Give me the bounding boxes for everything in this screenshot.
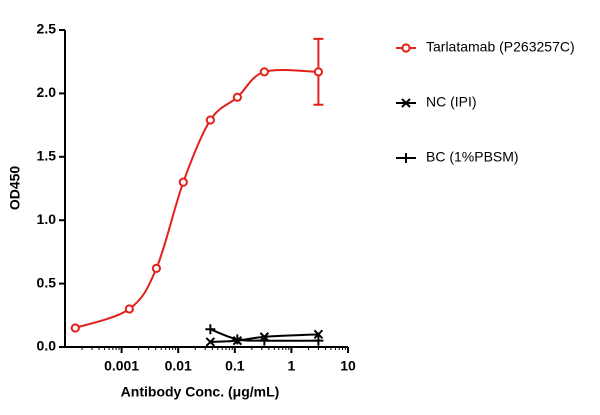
y-tick-label: 1.5: [37, 148, 57, 164]
fit-curve: [210, 333, 319, 343]
data-point: [70, 323, 80, 333]
y-axis-label: OD450: [7, 166, 23, 211]
data-point: [232, 92, 242, 102]
y-tick-label: 0.5: [37, 274, 57, 290]
y-tick-label: 1.0: [37, 211, 57, 227]
data-point: [205, 115, 215, 125]
data-point: [151, 263, 162, 273]
data-point: [205, 337, 216, 347]
x-tick-label: 1: [288, 358, 296, 374]
data-point: [178, 177, 188, 187]
x-axis-label: Antibody Conc. (μg/mL): [121, 384, 280, 400]
data-point: [259, 335, 270, 346]
data-point: [259, 67, 269, 77]
data-point: [232, 334, 243, 345]
data-point: [124, 304, 134, 314]
y-tick-label: 2.5: [37, 21, 57, 37]
legend-label: Tarlatamab (P263257C): [426, 39, 575, 55]
legend-marker: [401, 98, 411, 108]
legend-marker: [401, 43, 411, 53]
x-tick-label: 10: [340, 358, 356, 374]
data-point: [205, 324, 216, 335]
data-point: [313, 329, 324, 340]
data-point: [313, 67, 324, 77]
fit-curve: [74, 68, 319, 329]
y-tick-label: 2.0: [37, 84, 57, 100]
x-tick-label: 0.01: [165, 358, 192, 374]
y-tick-label: 0.0: [37, 338, 57, 354]
fit-curve: [209, 328, 319, 342]
data-point: [313, 335, 324, 346]
legend-label: NC (IPI): [426, 94, 477, 110]
legend-marker: [401, 153, 411, 163]
legend-label: BC (1%PBSM): [426, 149, 519, 165]
x-tick-label: 0.001: [104, 358, 139, 374]
x-tick-label: 0.1: [225, 358, 245, 374]
